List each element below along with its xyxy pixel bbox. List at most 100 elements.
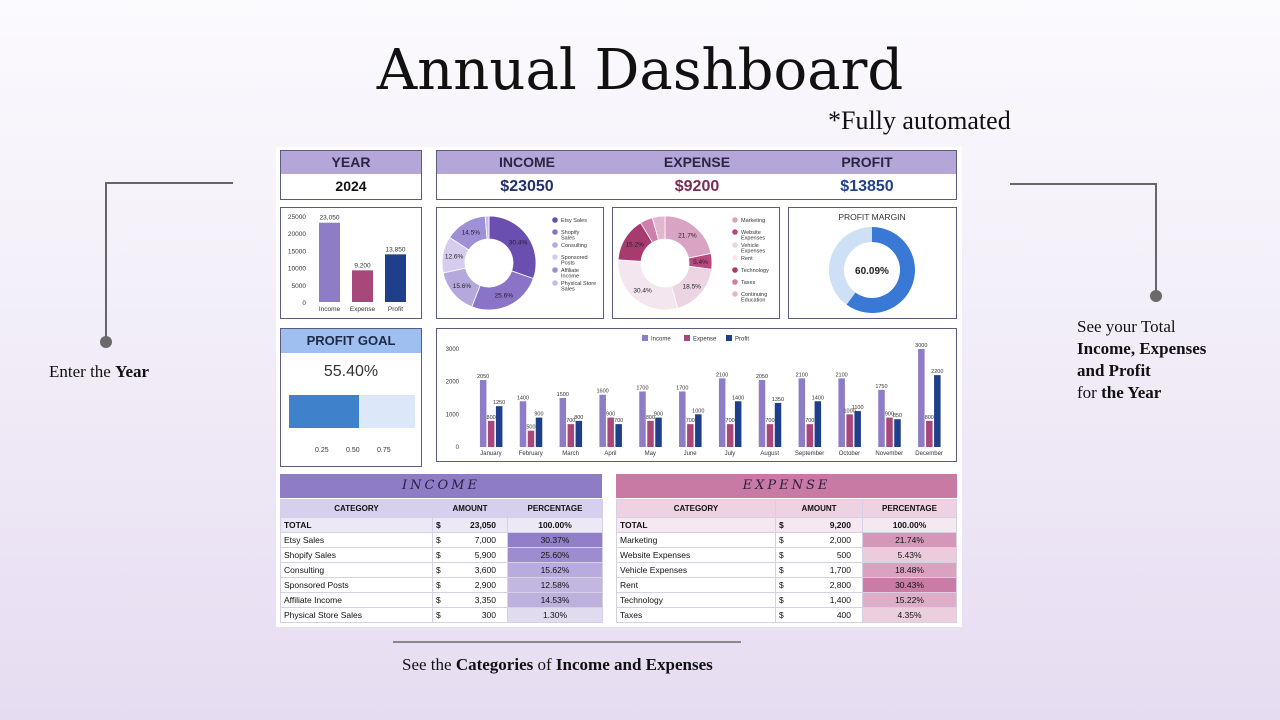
summary-bar-label: 23,050: [320, 215, 340, 222]
monthly-bar-label: 1350: [772, 397, 784, 403]
monthly-bar-income: [838, 378, 845, 447]
expense-table-currency: $: [779, 595, 784, 605]
income-total-currency: $: [436, 520, 441, 530]
income-donut-legend-label: Etsy Sales: [561, 218, 587, 224]
monthly-bar-label: 1500: [557, 392, 569, 398]
monthly-bar-expense: [607, 417, 614, 447]
monthly-bar-label: 1000: [692, 408, 704, 414]
income-table-amount-cell: $3,600: [432, 562, 508, 578]
monthly-bar-label: 700: [805, 418, 814, 424]
income-table-amount-cell: $7,000: [432, 532, 508, 548]
monthly-bar-label: 1250: [493, 400, 505, 406]
monthly-bar-label: 1400: [732, 395, 744, 401]
monthly-x-tick: December: [915, 451, 943, 457]
expense-table-pct-cell: 15.22%: [862, 592, 957, 608]
summary-bar: [352, 270, 373, 302]
monthly-bar-profit: [774, 402, 782, 447]
totals-note-line2: Income, Expenses: [1077, 339, 1207, 358]
expense-donut-legend-label: Technology: [741, 268, 769, 274]
monthly-bar-label: 850: [893, 413, 902, 419]
income-donut-legend-swatch: [552, 254, 558, 260]
income-donut-slice: [484, 215, 490, 240]
income-donut-legend-label: Consulting: [561, 243, 587, 249]
monthly-bar-income: [479, 380, 487, 447]
monthly-x-tick: July: [725, 451, 736, 457]
monthly-legend-label: Expense: [693, 337, 717, 343]
income-col-percentage: PERCENTAGE: [507, 499, 603, 518]
income-donut-pct-label: 30.4%: [509, 239, 528, 246]
monthly-bar-label: 900: [606, 412, 615, 418]
totals-note-line3: and Profit: [1077, 361, 1151, 380]
income-table-row: Physical Store Sales $300 1.30%: [280, 607, 603, 623]
income-table-category-cell: Etsy Sales: [280, 532, 433, 548]
income-table-category-cell: Shopify Sales: [280, 547, 433, 563]
monthly-bar-profit: [854, 411, 861, 447]
expense-label: EXPENSE: [663, 154, 731, 170]
income-donut-legend-label: Physical Store: [561, 281, 596, 287]
income-donut-legend-swatch: [552, 217, 558, 223]
monthly-bar-income: [758, 380, 766, 447]
expense-table-category-cell: Technology: [616, 592, 776, 608]
income-table-amount-cell: $5,900: [432, 547, 508, 563]
expense-table-title: EXPENSE: [616, 474, 957, 498]
profit-goal-track: [289, 395, 415, 428]
dashboard-image: YEAR 2024 INCOME $23050 EXPENSE $9200 PR…: [276, 147, 962, 627]
income-total-amount: $23,050: [432, 517, 508, 533]
categories-note: See the Categories of Income and Expense…: [402, 654, 713, 676]
expense-table-row: Website Expenses $500 5.43%: [616, 547, 957, 563]
income-donut-pct-label: 12.6%: [445, 254, 464, 261]
expense-total-label: TOTAL: [616, 517, 776, 533]
income-table-row: Shopify Sales $5,900 25.60%: [280, 547, 603, 563]
expense-donut-legend-label: Marketing: [741, 218, 765, 224]
summary-bar: [385, 254, 406, 302]
monthly-bar-expense: [766, 424, 774, 447]
expense-donut-legend-label: Continuing: [741, 292, 767, 298]
expense-donut-chart: 21.7% 5.4% 18.5% 30.4% 15.2% Marketing Website…: [617, 215, 769, 311]
income-col-amount: AMOUNT: [432, 499, 508, 518]
expense-table-row: Marketing $2,000 21.74%: [616, 532, 957, 548]
expense-total-currency: $: [779, 520, 784, 530]
income-table-row: Sponsored Posts $2,900 12.58%: [280, 577, 603, 593]
expense-table-amount-value: 500: [836, 550, 851, 560]
monthly-bar-income: [798, 378, 806, 447]
expense-donut-legend-swatch: [732, 229, 738, 235]
summary-y-tick: 10000: [288, 266, 306, 273]
profit-value: $13850: [840, 178, 894, 195]
profit-margin-arc: [846, 227, 915, 313]
income-table-amount-value: 7,000: [474, 535, 496, 545]
totals-connector-h: [1010, 183, 1156, 185]
totals-note-line4-text: for: [1077, 383, 1102, 402]
expense-total-row: TOTAL $9,200 100.00%: [616, 517, 957, 533]
expense-table-amount-cell: $2,000: [775, 532, 863, 548]
profit-goal-title: PROFIT GOAL: [281, 329, 421, 353]
expense-table-amount-value: 2,000: [829, 535, 851, 545]
year-connector-dot: [100, 336, 112, 348]
summary-y-tick: 0: [302, 300, 306, 307]
expense-donut-legend-label: Education: [741, 298, 765, 304]
monthly-bar-profit: [814, 401, 822, 447]
monthly-y-tick: 0: [456, 445, 460, 451]
income-table-currency: $: [436, 565, 441, 575]
expense-table-category-cell: Vehicle Expenses: [616, 562, 776, 578]
income-table: CATEGORY AMOUNT PERCENTAGE TOTAL $23,050…: [280, 499, 603, 623]
expense-table-amount-cell: $1,400: [775, 592, 863, 608]
slide-subtitle: *Fully automated: [828, 106, 1011, 135]
monthly-bar-chart: Income Expense Profit 3000 2000 1000 0 2050 800 1…: [446, 335, 943, 457]
income-table-amount-value: 3,350: [474, 595, 496, 605]
expense-donut-legend-swatch: [732, 255, 738, 261]
expense-table-amount-cell: $400: [775, 607, 863, 623]
expense-table-currency: $: [779, 565, 784, 575]
income-donut-slice: [471, 270, 534, 311]
monthly-bar-profit: [734, 401, 742, 447]
monthly-y-tick: 2000: [446, 380, 460, 386]
income-table-pct-cell: 15.62%: [507, 562, 603, 578]
income-table-pct-cell: 14.53%: [507, 592, 603, 608]
monthly-bar-income: [918, 349, 925, 447]
categories-connector: [393, 641, 741, 643]
expense-table-amount-value: 400: [836, 610, 851, 620]
year-value[interactable]: 2024: [335, 178, 367, 194]
income-table-title: INCOME: [280, 474, 602, 498]
expense-table-category-cell: Website Expenses: [616, 547, 776, 563]
summary-y-tick: 20000: [288, 231, 306, 238]
expense-donut-legend-swatch: [732, 291, 738, 297]
